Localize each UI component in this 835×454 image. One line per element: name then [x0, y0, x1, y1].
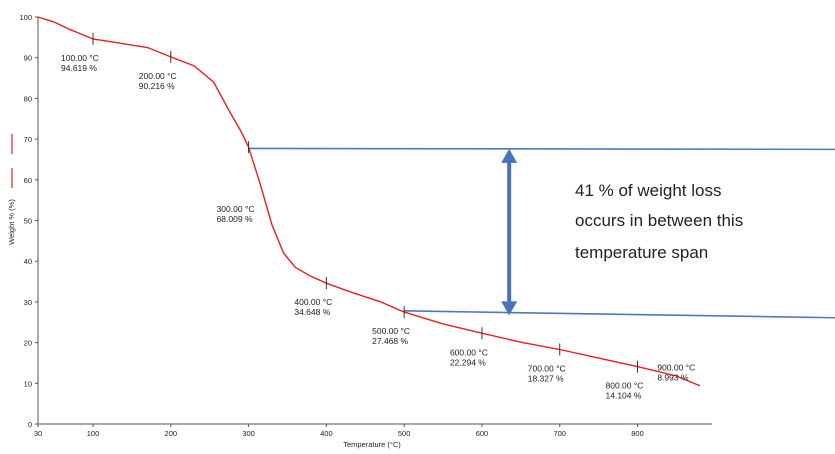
point-label: 27.468 % — [372, 336, 408, 346]
x-tick-label: 600 — [476, 429, 489, 438]
point-label: 94.619 % — [61, 63, 97, 73]
y-tick-label: 90 — [24, 54, 32, 63]
point-label: 100.00 °C — [61, 53, 99, 63]
y-tick-label: 60 — [24, 176, 32, 185]
x-tick-label: 30 — [34, 429, 42, 438]
x-axis-label: Temperature (°C) — [343, 440, 401, 449]
x-tick-label: 200 — [165, 429, 178, 438]
point-label: 300.00 °C — [217, 204, 255, 214]
y-tick-label: 50 — [24, 217, 32, 226]
y-tick-label: 40 — [24, 257, 32, 266]
y-tick-label: 100 — [19, 13, 32, 22]
point-label: 600.00 °C — [450, 347, 488, 357]
x-tick-label: 500 — [398, 429, 411, 438]
note-line: occurs in between this — [575, 211, 743, 230]
reference-line — [248, 147, 835, 151]
x-tick-label: 100 — [87, 429, 100, 438]
point-labels: 100.00 °C94.619 % 200.00 °C90.216 % 300.00… — [61, 53, 695, 401]
axes: 0 10 20 30 40 50 60 70 80 90 100 30 100 200 300 400 500 6… — [19, 13, 712, 438]
marker-layer — [92, 32, 639, 373]
span-arrow-layer — [501, 148, 518, 316]
y-axis-label: Weight % (%) — [7, 199, 16, 245]
reference-line — [404, 310, 835, 319]
note-line: 41 % of weight loss — [575, 181, 721, 200]
y-tick-label: 10 — [24, 379, 32, 388]
span-arrow-head-down — [501, 301, 518, 316]
point-label: 900.00 °C — [657, 362, 695, 372]
point-label: 500.00 °C — [372, 326, 410, 336]
point-label: 90.216 % — [139, 81, 175, 91]
reference-lines — [248, 147, 835, 319]
x-tick-label: 400 — [320, 429, 333, 438]
point-label: 8.993 % — [657, 372, 689, 382]
point-label: 22.294 % — [450, 357, 486, 367]
y-tick-label: 20 — [24, 339, 32, 348]
x-tick-label: 800 — [631, 429, 644, 438]
point-label: 200.00 °C — [139, 71, 177, 81]
point-label: 18.327 % — [528, 373, 564, 383]
point-label: 400.00 °C — [294, 297, 332, 307]
series-layer — [37, 16, 701, 387]
note-line: temperature span — [575, 243, 708, 262]
x-tick-label: 300 — [242, 429, 255, 438]
y-tick-label: 70 — [24, 135, 32, 144]
span-arrow-head-up — [501, 148, 518, 163]
series-line — [37, 16, 701, 387]
y-tick-label: 30 — [24, 298, 32, 307]
point-label: 68.009 % — [217, 214, 253, 224]
point-label: 34.648 % — [294, 307, 330, 317]
y-tick-label: 80 — [24, 94, 32, 103]
point-label: 14.104 % — [606, 391, 642, 401]
y-tick-label: 0 — [28, 420, 32, 429]
x-tick-label: 700 — [553, 429, 566, 438]
point-label: 700.00 °C — [528, 363, 566, 373]
point-label: 800.00 °C — [606, 381, 644, 391]
